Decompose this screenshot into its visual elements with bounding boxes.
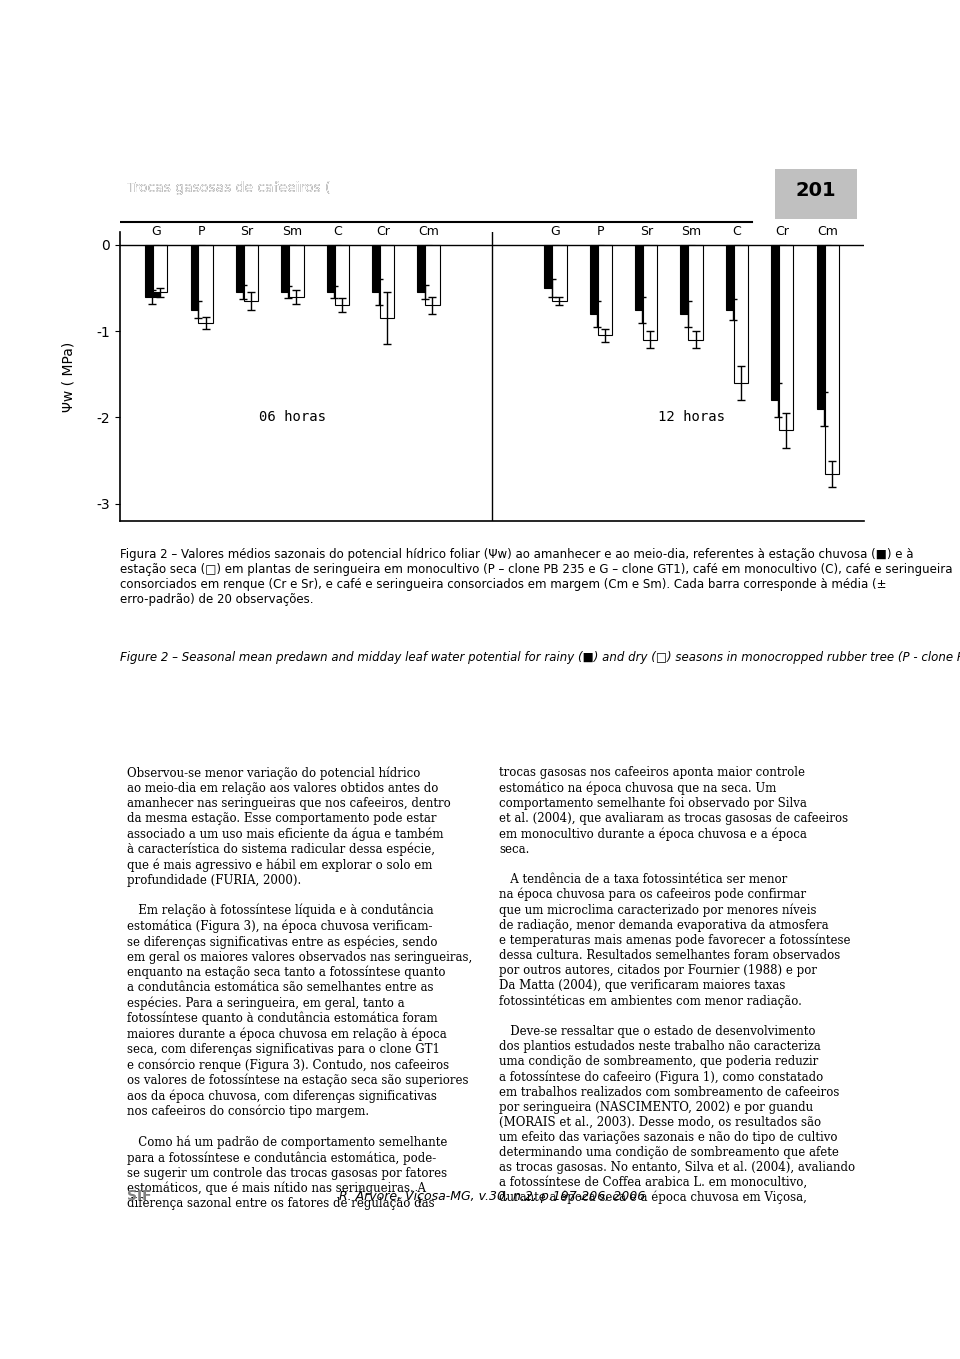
Text: Cm: Cm	[817, 226, 838, 238]
Bar	[688, 245, 703, 340]
Bar	[326, 245, 341, 292]
Bar	[244, 245, 258, 300]
Bar	[190, 245, 204, 310]
Bar	[544, 245, 559, 288]
Text: Cr: Cr	[376, 226, 390, 238]
Bar	[771, 245, 785, 401]
Bar	[726, 245, 740, 310]
Text: Observou-se menor variação do potencial hídrico
ao meio-dia em relação aos valor: Observou-se menor variação do potencial …	[128, 766, 472, 1211]
Text: Trocas gasosas de cafeeiros (: Trocas gasosas de cafeeiros (	[128, 181, 331, 194]
Text: Trocas gasosas de cafeeiros (: Trocas gasosas de cafeeiros (	[128, 181, 331, 194]
Text: Cm: Cm	[418, 226, 439, 238]
Bar	[598, 245, 612, 336]
Text: P: P	[198, 226, 205, 238]
Bar	[643, 245, 658, 340]
Bar	[780, 245, 794, 431]
Bar	[552, 245, 566, 300]
Bar	[281, 245, 296, 292]
Bar	[589, 245, 604, 314]
Text: Cr: Cr	[776, 226, 789, 238]
Bar	[372, 245, 386, 292]
Text: 06 horas: 06 horas	[259, 410, 325, 424]
Text: P: P	[597, 226, 605, 238]
Bar	[236, 245, 251, 292]
Bar	[733, 245, 748, 383]
Bar	[289, 245, 303, 296]
Text: G: G	[152, 226, 161, 238]
Text: Sm: Sm	[682, 226, 702, 238]
Bar	[199, 245, 213, 322]
Y-axis label: Ψw ( MPa): Ψw ( MPa)	[61, 341, 75, 412]
Bar	[153, 245, 167, 292]
Text: 12 horas: 12 horas	[659, 410, 725, 424]
Text: 201: 201	[795, 182, 836, 201]
Text: Sr: Sr	[240, 226, 253, 238]
FancyBboxPatch shape	[775, 170, 856, 219]
Bar	[825, 245, 839, 473]
Bar	[335, 245, 348, 306]
Bar	[681, 245, 695, 314]
Text: R. Árvore, Viçosa-MG, v.30, n.2, p.197-206, 2006: R. Árvore, Viçosa-MG, v.30, n.2, p.197-2…	[339, 1188, 645, 1203]
Bar	[636, 245, 649, 310]
Bar	[418, 245, 432, 292]
Bar	[145, 245, 159, 296]
Text: G: G	[551, 226, 561, 238]
Text: C: C	[732, 226, 741, 238]
Bar	[817, 245, 831, 409]
Text: C: C	[333, 226, 342, 238]
Text: SIF: SIF	[128, 1189, 152, 1203]
Text: Sr: Sr	[639, 226, 653, 238]
Text: trocas gasosas nos cafeeiros aponta maior controle
estomático na época chuvosa q: trocas gasosas nos cafeeiros aponta maio…	[499, 766, 855, 1204]
Bar	[380, 245, 395, 318]
Text: Figure 2 – Seasonal mean predawn and midday leaf water potential for rainy (■) a: Figure 2 – Seasonal mean predawn and mid…	[120, 651, 960, 663]
Bar	[425, 245, 440, 306]
Text: Figura 2 – Valores médios sazonais do potencial hídrico foliar (Ψw) ao amanhecer: Figura 2 – Valores médios sazonais do po…	[120, 549, 952, 606]
Text: Sm: Sm	[282, 226, 302, 238]
